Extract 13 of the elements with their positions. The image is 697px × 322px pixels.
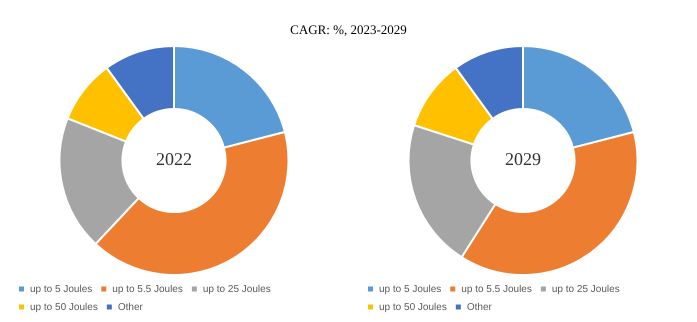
- legend-label: up to 25 Joules: [552, 284, 620, 295]
- legend-label: up to 5.5 Joules: [461, 284, 532, 295]
- legend-label: up to 50 Joules: [379, 302, 447, 313]
- text: 2029: [505, 149, 541, 170]
- legend-label: up to 50 Joules: [30, 302, 98, 313]
- legend-label: Other: [466, 302, 493, 313]
- text: CAGR: %, 2023-2029: [289, 22, 408, 38]
- legend-label: up to 5.5 Joules: [112, 284, 183, 295]
- legend-label: up to 5 Joules: [379, 284, 442, 295]
- legend-label: Other: [118, 302, 144, 313]
- legend-label: up to 25 Joules: [202, 284, 271, 295]
- legend-label: up to 5 Joules: [30, 284, 92, 295]
- text: 2022: [156, 149, 192, 170]
